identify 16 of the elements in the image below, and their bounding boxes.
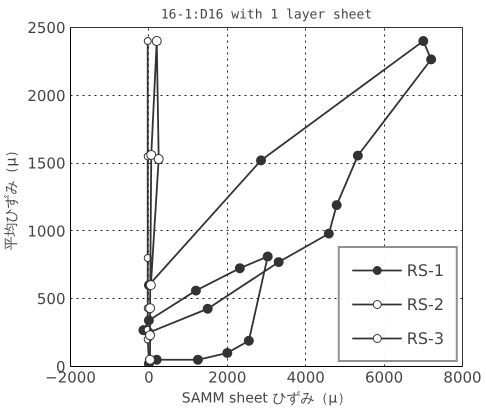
- chart-title: 16-1:D16 with 1 layer sheet: [160, 8, 372, 22]
- y-tick-label: 2000: [27, 86, 66, 105]
- x-tick-label: 6000: [365, 368, 404, 386]
- y-axis-title: 平均ひずみ（μ）: [3, 144, 20, 250]
- y-tick-label: 2500: [27, 19, 66, 37]
- x-tick-label: 4000: [286, 368, 325, 386]
- x-tick-label: 2000: [208, 368, 246, 386]
- legend-label: RS-2: [406, 294, 444, 314]
- x-tick-label: 0: [144, 368, 154, 386]
- x-axis-title: SAMM sheet ひずみ（μ）: [182, 390, 352, 406]
- y-tick-label: 1500: [27, 154, 66, 173]
- y-tick-label: 1000: [27, 222, 66, 240]
- y-tick-label: 500: [36, 290, 66, 308]
- x-tick-label: 8000: [443, 368, 482, 386]
- legend-label: RS-1: [406, 260, 444, 280]
- legend-label: RS-3: [406, 328, 444, 348]
